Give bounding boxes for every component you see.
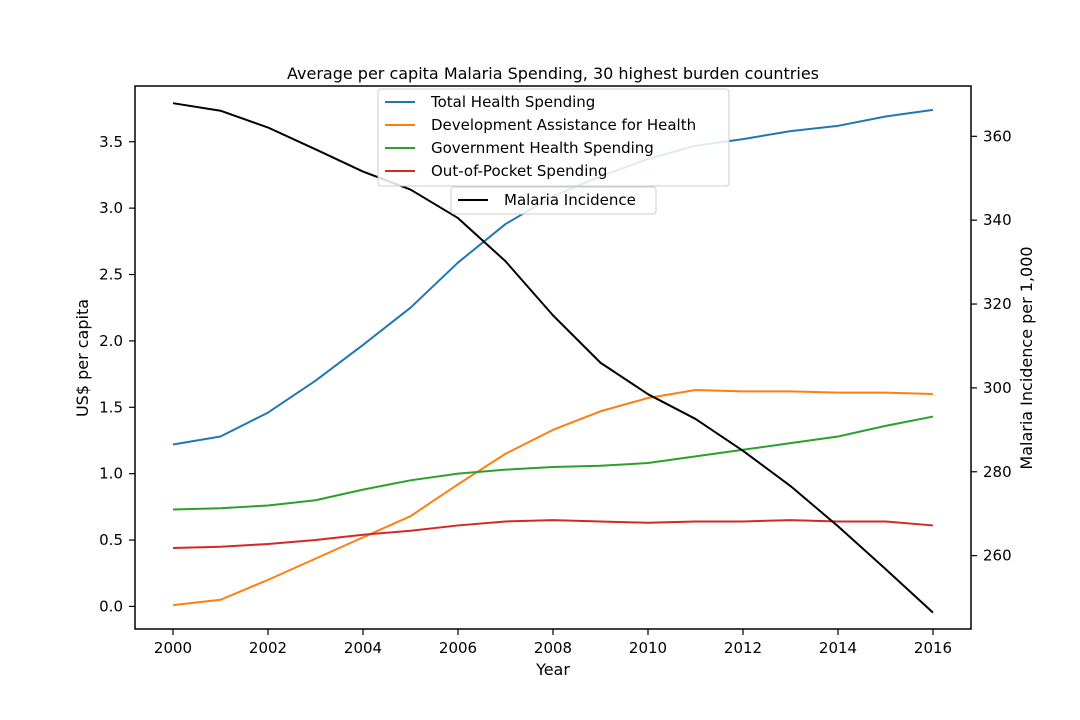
y-tick-label-right-5: 360 (983, 127, 1012, 145)
y-tick-label-left-0: 0.0 (99, 597, 123, 615)
legend: Total Health Spending Development Assista… (377, 88, 730, 215)
series-line-3 (172, 519, 934, 550)
legend-label-3: Out-of-Pocket Spending (431, 162, 607, 180)
chart-title: Average per capita Malaria Spending, 30 … (287, 64, 819, 83)
x-tick-label-2: 2004 (344, 639, 382, 657)
series-line-4 (172, 102, 934, 614)
y-tick-label-left-5: 2.5 (99, 266, 123, 284)
x-tick-label-4: 2008 (534, 639, 572, 657)
axes: 2000 2002 2004 2006 2008 2010 2012 2014 2016 0.0 0… (99, 85, 1012, 657)
x-tick-label-8: 2016 (914, 639, 952, 657)
series-line-2 (172, 415, 934, 511)
legend-box-main (377, 88, 730, 187)
y-tick-label-right-4: 340 (983, 211, 1012, 229)
y-tick-label-right-0: 260 (983, 547, 1012, 565)
y-tick-label-left-3: 1.5 (99, 398, 123, 416)
y-tick-label-left-6: 3.0 (99, 199, 123, 217)
y-tick-label-right-3: 320 (983, 295, 1012, 313)
x-tick-label-1: 2002 (249, 639, 287, 657)
legend-label-2: Government Health Spending (431, 139, 654, 157)
legend-label-0: Total Health Spending (430, 93, 595, 111)
y-tick-label-left-4: 2.0 (99, 332, 123, 350)
legend-label-secondary: Malaria Incidence (504, 191, 636, 209)
y-tick-label-left-1: 0.5 (99, 531, 123, 549)
x-tick-label-5: 2010 (629, 639, 667, 657)
x-tick-label-3: 2006 (439, 639, 477, 657)
x-tick-label-0: 2000 (154, 639, 192, 657)
y-tick-label-left-2: 1.0 (99, 465, 123, 483)
x-tick-label-6: 2012 (724, 639, 762, 657)
y-tick-label-left-7: 3.5 (99, 133, 123, 151)
legend-box-secondary (450, 186, 657, 215)
legend-label-1: Development Assistance for Health (431, 116, 696, 134)
series-line-1 (172, 389, 934, 607)
y-tick-label-right-1: 280 (983, 463, 1012, 481)
y-tick-label-right-2: 300 (983, 379, 1012, 397)
y-axis-label-right: Malaria Incidence per 1,000 (1017, 246, 1036, 469)
y-axis-label-left: US$ per capita (73, 299, 92, 417)
x-axis-label: Year (535, 660, 570, 679)
x-tick-label-7: 2014 (819, 639, 857, 657)
